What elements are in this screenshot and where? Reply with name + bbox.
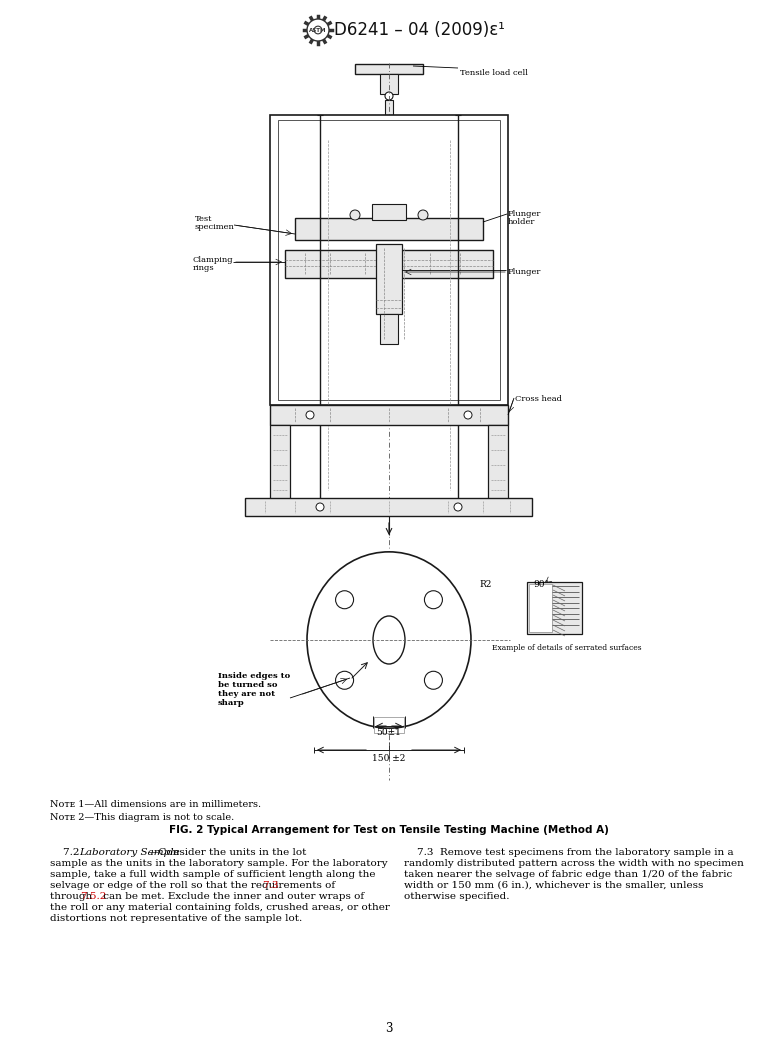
Text: Plunger: Plunger	[508, 210, 541, 218]
Bar	[488, 425, 508, 505]
Circle shape	[335, 671, 353, 689]
Text: holder: holder	[508, 218, 535, 226]
Text: Clamping: Clamping	[193, 256, 233, 264]
Bar	[372, 204, 406, 220]
Circle shape	[454, 503, 462, 511]
Text: Cross head: Cross head	[515, 395, 562, 403]
Text: Plunger: Plunger	[508, 268, 541, 276]
Bar	[245, 498, 532, 516]
Text: Laboratory Sample: Laboratory Sample	[79, 848, 180, 857]
Ellipse shape	[373, 616, 405, 664]
Text: 150 ±2: 150 ±2	[373, 754, 405, 763]
Text: 7.2: 7.2	[50, 848, 82, 857]
Text: otherwise specified.: otherwise specified.	[404, 892, 510, 902]
Text: Test: Test	[195, 215, 212, 223]
Text: sample as the units in the laboratory sample. For the laboratory: sample as the units in the laboratory sa…	[50, 859, 387, 868]
Text: rings: rings	[193, 264, 215, 272]
Circle shape	[385, 92, 393, 100]
Bar	[376, 244, 402, 314]
Circle shape	[350, 210, 360, 220]
Bar	[270, 405, 508, 425]
Text: can be met. Exclude the inner and outer wraps of: can be met. Exclude the inner and outer …	[100, 892, 364, 902]
Bar	[380, 314, 398, 344]
Ellipse shape	[307, 552, 471, 728]
Text: be turned so: be turned so	[218, 681, 278, 689]
Text: sharp: sharp	[218, 699, 245, 707]
Text: specimen: specimen	[195, 223, 235, 231]
Text: Nᴏᴛᴇ 2—This diagram is not to scale.: Nᴏᴛᴇ 2—This diagram is not to scale.	[50, 813, 234, 822]
Circle shape	[306, 411, 314, 418]
Text: width or 150 mm (6 in.), whichever is the smaller, unless: width or 150 mm (6 in.), whichever is th…	[404, 881, 703, 890]
Text: 3: 3	[385, 1022, 393, 1035]
Text: Inside edges to: Inside edges to	[218, 672, 290, 680]
Text: Example of details of serrated surfaces: Example of details of serrated surfaces	[492, 644, 642, 652]
Text: randomly distributed pattern across the width with no specimen: randomly distributed pattern across the …	[404, 859, 744, 868]
Text: 7.3: 7.3	[262, 881, 279, 890]
Bar	[529, 584, 552, 632]
Circle shape	[464, 411, 472, 418]
Circle shape	[316, 503, 324, 511]
Circle shape	[335, 590, 353, 609]
Text: Tensile load cell: Tensile load cell	[460, 69, 528, 77]
Text: selvage or edge of the roll so that the requirements of: selvage or edge of the roll so that the …	[50, 881, 338, 890]
Bar	[374, 717, 404, 733]
Circle shape	[314, 26, 322, 34]
Bar	[385, 100, 393, 115]
Bar	[355, 64, 423, 74]
Text: 7.5.2: 7.5.2	[80, 892, 107, 902]
Bar	[380, 74, 398, 94]
Text: they are not: they are not	[218, 690, 275, 699]
Bar	[527, 582, 582, 634]
Text: through: through	[50, 892, 96, 902]
Text: sample, take a full width sample of sufficient length along the: sample, take a full width sample of suff…	[50, 870, 376, 879]
Bar	[285, 250, 493, 278]
Circle shape	[425, 671, 443, 689]
Text: R2: R2	[479, 580, 492, 589]
Circle shape	[307, 19, 329, 41]
Text: ASTM: ASTM	[309, 27, 327, 32]
Bar	[295, 218, 483, 240]
Text: Nᴏᴛᴇ 1—All dimensions are in millimeters.: Nᴏᴛᴇ 1—All dimensions are in millimeters…	[50, 799, 261, 809]
Text: 50±1: 50±1	[377, 728, 401, 737]
Text: FIG. 2 Typical Arrangement for Test on Tensile Testing Machine (Method A): FIG. 2 Typical Arrangement for Test on T…	[169, 826, 609, 835]
Bar	[529, 584, 552, 632]
Text: D6241 – 04 (2009)ε¹: D6241 – 04 (2009)ε¹	[334, 21, 505, 39]
Bar	[270, 425, 290, 505]
Text: the roll or any material containing folds, crushed areas, or other: the roll or any material containing fold…	[50, 903, 390, 912]
Circle shape	[425, 590, 443, 609]
Text: taken nearer the selvage of fabric edge than 1/20 of the fabric: taken nearer the selvage of fabric edge …	[404, 870, 732, 879]
Text: 90°: 90°	[533, 580, 549, 589]
Text: 7.3  Remove test specimens from the laboratory sample in a: 7.3 Remove test specimens from the labor…	[404, 848, 734, 857]
Bar	[278, 120, 500, 400]
Text: —Consider the units in the lot: —Consider the units in the lot	[148, 848, 307, 857]
Text: distortions not representative of the sample lot.: distortions not representative of the sa…	[50, 914, 302, 923]
Bar	[270, 115, 508, 405]
Circle shape	[418, 210, 428, 220]
